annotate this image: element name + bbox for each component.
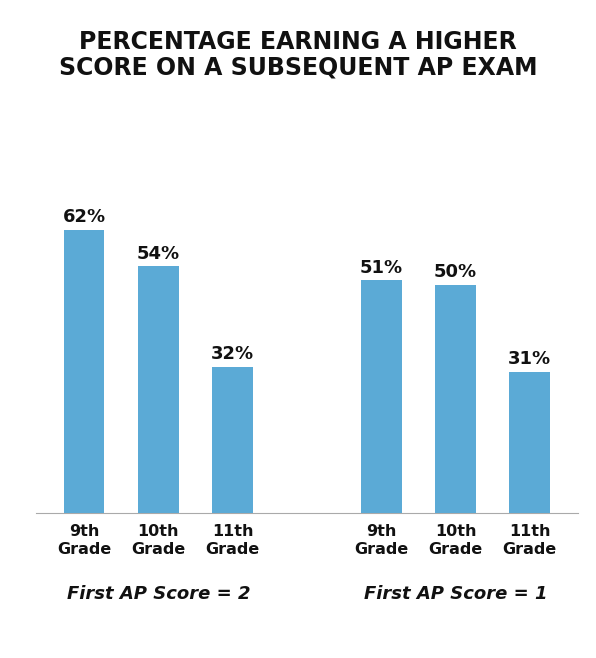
Text: 54%: 54% xyxy=(137,245,180,263)
Text: 31%: 31% xyxy=(508,350,551,368)
Text: 51%: 51% xyxy=(359,259,403,276)
Text: First AP Score = 1: First AP Score = 1 xyxy=(364,586,547,603)
Text: First AP Score = 2: First AP Score = 2 xyxy=(67,586,250,603)
Text: SCORE ON A SUBSEQUENT AP EXAM: SCORE ON A SUBSEQUENT AP EXAM xyxy=(59,56,537,80)
Text: 50%: 50% xyxy=(434,263,477,281)
Bar xyxy=(435,285,476,513)
Text: PERCENTAGE EARNING A HIGHER: PERCENTAGE EARNING A HIGHER xyxy=(79,30,517,53)
Bar xyxy=(64,230,104,513)
Bar xyxy=(212,367,253,513)
Bar xyxy=(361,280,402,513)
Bar xyxy=(510,372,550,513)
Text: 32%: 32% xyxy=(211,345,254,363)
Text: 62%: 62% xyxy=(63,209,105,226)
Bar xyxy=(138,266,179,513)
